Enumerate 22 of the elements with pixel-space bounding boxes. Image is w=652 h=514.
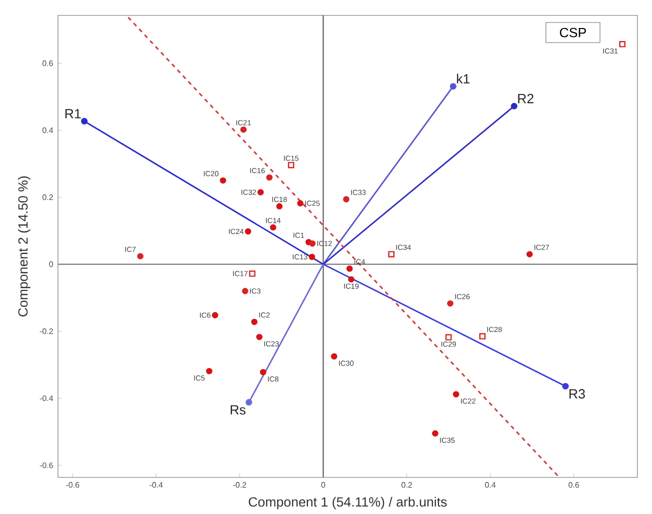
x-axis-title: Component 1 (54.11%) / arb.units [248, 496, 447, 510]
series-label: R1 [65, 109, 81, 118]
x-tick-label: 0 [321, 482, 326, 488]
x-tick-label: 0.4 [485, 482, 496, 488]
x-tick-label: -0.2 [233, 482, 246, 488]
y-tick-label: 0 [49, 261, 53, 268]
x-tick-label: 0.6 [568, 482, 580, 488]
series-label: R2 [518, 94, 534, 104]
x-tick-label: -0.6 [66, 482, 80, 488]
y-tick-label: -0.2 [40, 328, 53, 334]
series-label: k1 [456, 74, 470, 84]
y-axis-title: Component 2 (14.50 %) [18, 176, 30, 316]
y-tick-label: 0.6 [42, 60, 53, 66]
x-tick-label: 0.2 [402, 482, 412, 488]
y-tick-label: -0.6 [40, 462, 53, 468]
y-tick-label: 0.2 [42, 194, 53, 200]
series-label: Rs [230, 405, 246, 415]
y-tick-label: 0.4 [42, 127, 54, 134]
x-tick-label: -0.4 [150, 482, 163, 488]
text: CSP [560, 28, 586, 38]
y-tick-label: -0.4 [40, 395, 54, 402]
series-label: R3 [570, 389, 585, 399]
